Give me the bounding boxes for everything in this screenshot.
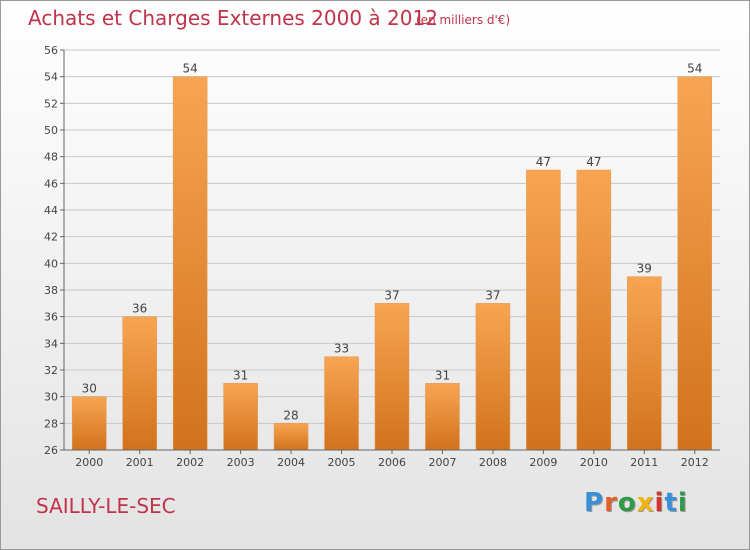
bar-2005 — [324, 356, 359, 451]
data-label: 39 — [637, 262, 652, 276]
x-tick-label: 2010 — [580, 456, 608, 469]
bar-2007 — [425, 383, 460, 451]
bar-2004 — [273, 423, 309, 451]
logo-letter: i — [677, 488, 688, 518]
bar-2008 — [475, 303, 511, 451]
data-label: 31 — [233, 368, 248, 382]
location-name: SAILLY-LE-SEC — [36, 494, 176, 518]
logo-letter: x — [636, 488, 655, 518]
chart-title: Achats et Charges Externes 2000 à 2012 — [28, 6, 438, 30]
y-tick-label: 26 — [44, 444, 58, 457]
y-tick-label: 48 — [44, 151, 58, 164]
x-tick-label: 2001 — [126, 456, 154, 469]
data-label: 31 — [435, 368, 450, 382]
bars — [71, 76, 713, 451]
x-tick-label: 2009 — [529, 456, 557, 469]
y-tick-label: 56 — [44, 44, 58, 57]
x-tick-label: 2003 — [227, 456, 255, 469]
data-label: 30 — [82, 382, 97, 396]
data-label: 54 — [687, 62, 702, 76]
y-tick-label: 32 — [44, 364, 58, 377]
x-tick-label: 2012 — [681, 456, 709, 469]
logo-letter: i — [654, 488, 665, 518]
data-label: 37 — [485, 288, 500, 302]
bar-2003 — [223, 383, 258, 451]
y-tick-label: 28 — [44, 417, 58, 430]
logo-letter: t — [664, 488, 678, 518]
y-tick-label: 54 — [44, 71, 58, 84]
data-label: 33 — [334, 342, 349, 356]
bar-2009 — [526, 169, 561, 451]
bar-2002 — [172, 76, 208, 451]
y-tick-label: 46 — [44, 177, 58, 190]
x-tick-label: 2007 — [428, 456, 456, 469]
proxiti-logo: Proxiti — [584, 488, 688, 518]
x-tick-label: 2006 — [378, 456, 406, 469]
bar-2012 — [677, 76, 713, 451]
data-label: 36 — [132, 302, 147, 316]
data-label: 47 — [536, 155, 551, 169]
logo-letter: o — [617, 488, 637, 518]
logo-letter: r — [604, 488, 618, 518]
x-tick-label: 2000 — [75, 456, 103, 469]
bar-2001 — [122, 316, 157, 451]
chart-subtitle: (en milliers d'€) — [416, 13, 511, 27]
data-label: 37 — [384, 288, 399, 302]
logo-letter: P — [584, 488, 605, 518]
x-tick-label: 2004 — [277, 456, 305, 469]
y-tick-label: 38 — [44, 284, 58, 297]
x-tick-label: 2005 — [328, 456, 356, 469]
y-tick-label: 42 — [44, 231, 58, 244]
bar-2006 — [374, 303, 410, 451]
labels: 26 28 30 32 34 36 38 40 42 44 46 48 50 52 54 56 30 2000 36… — [44, 44, 709, 469]
y-tick-label: 44 — [44, 204, 58, 217]
data-label: 28 — [283, 408, 298, 422]
bar-2000 — [71, 396, 107, 451]
bar-2010 — [576, 169, 612, 451]
data-label: 54 — [183, 62, 198, 76]
y-tick-label: 30 — [44, 391, 58, 404]
y-tick-label: 50 — [44, 124, 58, 137]
y-tick-label: 40 — [44, 257, 58, 270]
data-label: 47 — [586, 155, 601, 169]
x-tick-label: 2002 — [176, 456, 204, 469]
x-tick-label: 2011 — [630, 456, 658, 469]
y-tick-label: 52 — [44, 97, 58, 110]
axes — [60, 49, 720, 454]
y-tick-label: 36 — [44, 311, 58, 324]
y-tick-label: 34 — [44, 337, 58, 350]
x-tick-label: 2008 — [479, 456, 507, 469]
bar-2011 — [627, 276, 662, 451]
